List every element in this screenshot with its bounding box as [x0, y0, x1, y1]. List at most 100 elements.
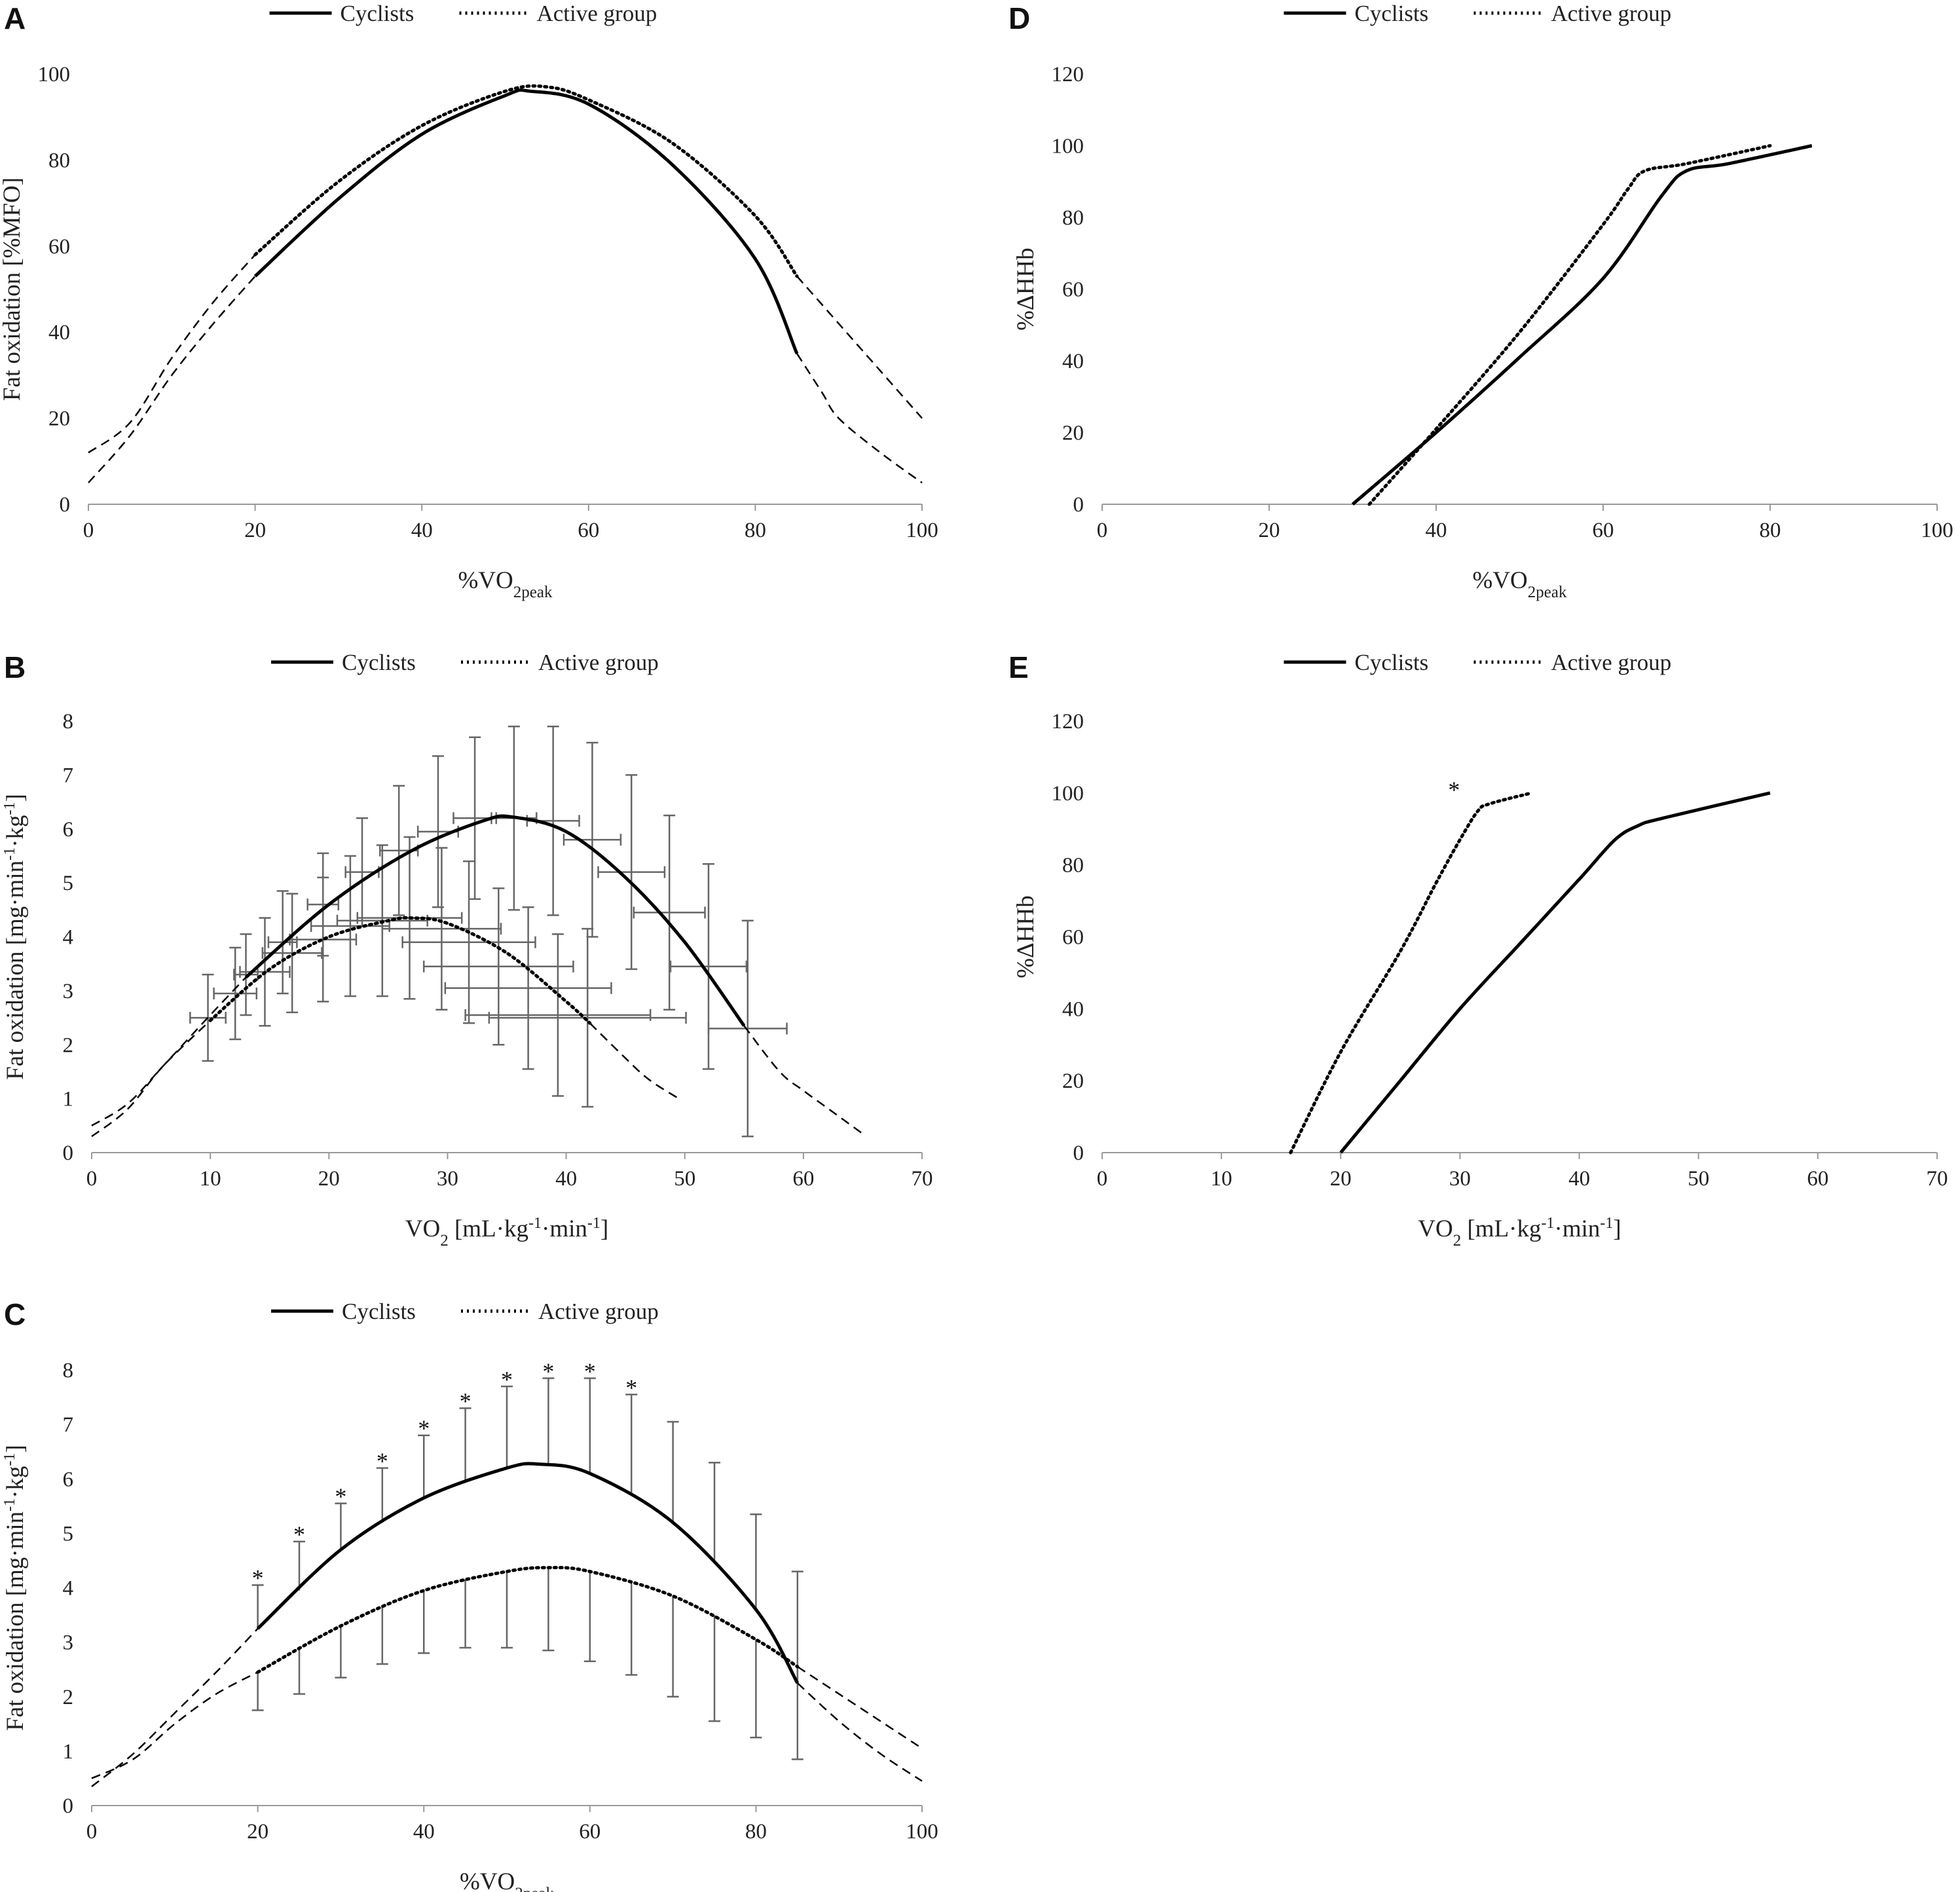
y-tick-label: 80 [48, 149, 70, 172]
x-tick-label: 40 [413, 1820, 435, 1844]
legend-label-active-group: Active group [537, 1, 657, 26]
series-line-active-extrapolation [88, 254, 256, 454]
legend-label-cyclists: Cyclists [1355, 1, 1429, 26]
x-axis-label: VO2 [mL·kg-1·min-1] [1418, 1215, 1621, 1250]
y-tick-label: 3 [63, 980, 74, 1003]
y-axis-label: Fat oxidation [mg·min-1·kg-1] [1, 794, 29, 1080]
y-label-part: -1 [1, 802, 18, 815]
x-label-main: %VO [1473, 567, 1528, 594]
y-tick-label: 7 [63, 1413, 74, 1437]
x-label-rest-part: ·min [1555, 1215, 1600, 1242]
error-bars [251, 1377, 804, 1760]
series-line-active-group [1289, 791, 1534, 1155]
series-line-active-group [1367, 144, 1772, 506]
x-tick-label: 20 [247, 1820, 268, 1844]
panel-letter: A [4, 1, 26, 35]
y-label-part: Fat oxidation [%MFO] [0, 177, 26, 401]
significance-asterisk: * [252, 1565, 264, 1591]
x-tick-label: 60 [1807, 1167, 1828, 1191]
x-tick-label: 100 [1921, 519, 1953, 542]
x-tick-label: 60 [792, 1167, 814, 1191]
x-tick-label: 60 [578, 519, 599, 542]
y-tick-label: 0 [1073, 1141, 1084, 1165]
legend-label-cyclists: Cyclists [342, 1299, 416, 1324]
y-tick-label: 100 [1052, 135, 1084, 158]
x-tick-label: 100 [906, 519, 938, 542]
panel-d: D Cyclists Active group 0 20 40 60 80 100 0 20 40 60… [1008, 1, 1953, 601]
significance-asterisk: * [1448, 777, 1460, 803]
y-label-part: -1 [1, 1498, 18, 1512]
error-bars [189, 725, 788, 1138]
series-line-active-group [253, 84, 799, 278]
y-tick-label: 100 [1052, 782, 1084, 806]
y-tick-label: 1 [63, 1740, 74, 1764]
legend-label-cyclists: Cyclists [1355, 650, 1429, 675]
series-line-cyclists [256, 1462, 799, 1684]
x-tick-label: 20 [244, 519, 266, 542]
panel-c: C Cyclists Active group 0 20 40 60 80 100 0 1 2 3 4 5 6… [1, 1297, 938, 1892]
series-line-cyclists [1339, 791, 1771, 1154]
x-tick-label: 50 [674, 1167, 695, 1191]
y-tick-label: 7 [63, 764, 74, 787]
y-label-part: ] [2, 1445, 29, 1453]
significance-asterisk: * [293, 1521, 305, 1548]
series-line-cyclists-extrapolation [91, 976, 247, 1126]
x-axis-label: %VO2peak [460, 1868, 554, 1892]
x-label-sub: 2 [440, 1232, 449, 1250]
y-tick-label: 6 [63, 818, 74, 842]
x-label-rest: [mL·kg-1·min-1] [449, 1215, 609, 1242]
significance-asterisk: * [501, 1366, 513, 1392]
y-axis-label: %ΔHHb [1012, 248, 1039, 331]
y-axis-label: Fat oxidation [mg·min-1·kg-1] [1, 1445, 29, 1731]
significance-asterisk: * [625, 1375, 637, 1401]
series-line-cyclists [244, 814, 746, 1027]
x-tick-label: 50 [1688, 1167, 1709, 1191]
x-tick-label: 30 [437, 1167, 458, 1191]
x-tick-label: 60 [579, 1820, 601, 1844]
y-tick-label: 6 [63, 1468, 74, 1491]
x-label-sub: 2peak [1528, 584, 1567, 601]
series-line-cyclists-extrapolation-high [796, 353, 923, 484]
panel-letter: D [1008, 1, 1030, 35]
panel-letter: B [4, 650, 26, 684]
x-axis-label: VO2 [mL·kg-1·min-1] [405, 1215, 608, 1250]
x-tick-label: 30 [1449, 1167, 1471, 1191]
x-tick-label: 0 [83, 519, 94, 542]
y-tick-label: 4 [63, 926, 74, 950]
y-label-part: ·kg [2, 1466, 29, 1498]
legend-label-cyclists: Cyclists [342, 650, 416, 675]
legend: Cyclists Active group [271, 650, 659, 675]
x-tick-label: 40 [555, 1167, 577, 1191]
y-tick-label: 120 [1052, 710, 1084, 733]
y-tick-label: 0 [1073, 493, 1084, 517]
y-label-part: %ΔHHb [1012, 895, 1039, 978]
significance-asterisk: * [377, 1448, 388, 1474]
legend-label-active-group: Active group [538, 1299, 659, 1324]
y-label-part: -1 [1, 847, 18, 861]
x-tick-label: 70 [1927, 1167, 1948, 1191]
y-label-part: -1 [1, 1453, 18, 1466]
x-label-main: VO [405, 1215, 440, 1242]
x-tick-label: 10 [200, 1167, 221, 1191]
x-tick-label: 0 [1097, 1167, 1108, 1191]
y-tick-label: 1 [63, 1088, 74, 1111]
legend-label-active-group: Active group [1551, 1, 1672, 26]
legend: Cyclists Active group [1284, 1, 1672, 26]
y-tick-label: 40 [48, 321, 70, 344]
panel-a: A Cyclists Active group 0 20 40 60 80 100 0 20 40 60… [0, 1, 938, 601]
panel-e: E Cyclists Active group 0 10 20 30 40 50 60 70 0 20 4… [1008, 650, 1948, 1250]
x-label-rest-part: -1 [587, 1215, 601, 1232]
x-tick-label: 100 [906, 1820, 938, 1844]
series-line-cyclists [1351, 144, 1813, 506]
x-label-rest-part: ·min [542, 1215, 587, 1242]
y-label-part: %ΔHHb [1012, 248, 1039, 331]
x-tick-label: 10 [1211, 1167, 1232, 1191]
series-line-cyclists-extrapolation-high [796, 1682, 923, 1782]
legend-label-active-group: Active group [1551, 650, 1672, 675]
legend: Cyclists Active group [271, 1299, 659, 1324]
series-line-active-extrapolation-high [796, 275, 923, 419]
series-line-cyclists [253, 88, 799, 355]
x-label-rest-part: [mL·kg [449, 1215, 528, 1242]
x-label-sub: 2 [1453, 1232, 1462, 1250]
legend: Cyclists Active group [269, 1, 657, 26]
